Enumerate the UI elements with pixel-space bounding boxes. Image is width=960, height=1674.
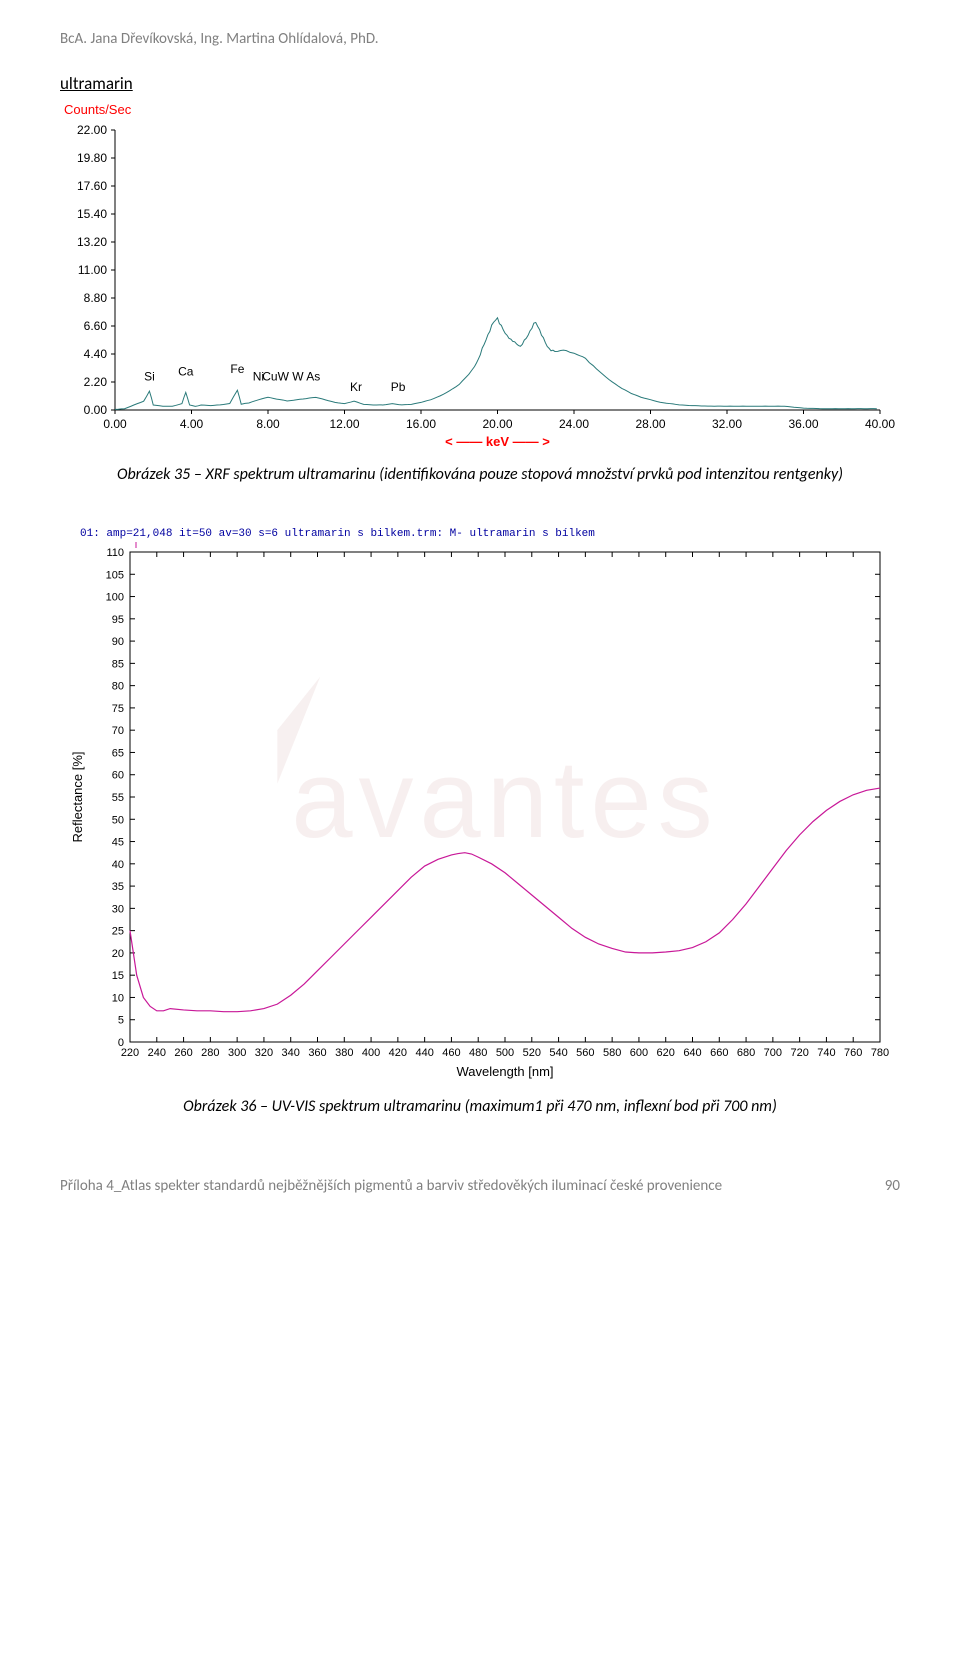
svg-text:300: 300: [228, 1047, 246, 1059]
svg-text:680: 680: [737, 1047, 755, 1059]
svg-text:15: 15: [112, 970, 124, 982]
svg-text:Si: Si: [144, 370, 155, 384]
svg-text:6.60: 6.60: [84, 319, 108, 333]
svg-text:5: 5: [118, 1014, 124, 1026]
section-title-ultramarin: ultramarin: [60, 73, 900, 94]
footer-text: Příloha 4_Atlas spekter standardů nejběž…: [60, 1177, 722, 1197]
svg-text:Cu: Cu: [262, 370, 277, 384]
svg-text:400: 400: [362, 1047, 380, 1059]
svg-text:4.40: 4.40: [84, 347, 108, 361]
page-number: 90: [885, 1177, 900, 1197]
svg-text:13.20: 13.20: [77, 235, 107, 249]
svg-text:620: 620: [657, 1047, 675, 1059]
svg-text:8.80: 8.80: [84, 291, 108, 305]
svg-text:25: 25: [112, 925, 124, 937]
svg-text:360: 360: [308, 1047, 326, 1059]
svg-text:Pb: Pb: [391, 380, 406, 394]
svg-text:0.00: 0.00: [84, 403, 108, 417]
svg-text:4.00: 4.00: [180, 417, 204, 431]
svg-text:0.00: 0.00: [103, 417, 127, 431]
svg-text:55: 55: [112, 792, 124, 804]
svg-text:75: 75: [112, 703, 124, 715]
svg-text:85: 85: [112, 658, 124, 670]
svg-text:22.00: 22.00: [77, 123, 107, 137]
svg-text:2.20: 2.20: [84, 375, 108, 389]
svg-text:12.00: 12.00: [329, 417, 359, 431]
svg-text:540: 540: [549, 1047, 567, 1059]
svg-text:660: 660: [710, 1047, 728, 1059]
svg-text:< —— keV —— >: < —— keV —— >: [445, 434, 550, 449]
svg-text:65: 65: [112, 747, 124, 759]
page-header-authors: BcA. Jana Dřevíkovská, Ing. Martina Ohlí…: [60, 30, 900, 48]
uvvis-chart: 01: amp=21,048 it=50 av=30 s=6 ultramari…: [60, 522, 900, 1092]
svg-text:95: 95: [112, 613, 124, 625]
svg-text:20: 20: [112, 948, 124, 960]
svg-text:30: 30: [112, 903, 124, 915]
svg-text:Fe: Fe: [230, 362, 244, 376]
svg-text:19.80: 19.80: [77, 151, 107, 165]
svg-text:460: 460: [442, 1047, 460, 1059]
svg-text:W: W: [278, 370, 290, 384]
svg-text:35: 35: [112, 881, 124, 893]
svg-text:100: 100: [106, 591, 124, 603]
svg-text:32.00: 32.00: [712, 417, 742, 431]
svg-text:340: 340: [282, 1047, 300, 1059]
svg-text:440: 440: [415, 1047, 433, 1059]
svg-text:80: 80: [112, 680, 124, 692]
svg-text:45: 45: [112, 836, 124, 848]
svg-text:24.00: 24.00: [559, 417, 589, 431]
svg-text:70: 70: [112, 725, 124, 737]
page-footer: Příloha 4_Atlas spekter standardů nejběž…: [60, 1177, 900, 1197]
svg-text:17.60: 17.60: [77, 179, 107, 193]
svg-text:280: 280: [201, 1047, 219, 1059]
svg-text:20.00: 20.00: [482, 417, 512, 431]
svg-text:500: 500: [496, 1047, 514, 1059]
caption-xrf: Obrázek 35 – XRF spektrum ultramarinu (i…: [100, 464, 860, 486]
svg-text:10: 10: [112, 992, 124, 1004]
svg-text:420: 420: [389, 1047, 407, 1059]
svg-text:240: 240: [148, 1047, 166, 1059]
svg-text:16.00: 16.00: [406, 417, 436, 431]
svg-text:90: 90: [112, 636, 124, 648]
svg-text:220: 220: [121, 1047, 139, 1059]
svg-text:avantes: avantes: [291, 738, 718, 861]
svg-text:Wavelength [nm]: Wavelength [nm]: [456, 1064, 553, 1079]
svg-text:320: 320: [255, 1047, 273, 1059]
svg-text:36.00: 36.00: [788, 417, 818, 431]
svg-text:50: 50: [112, 814, 124, 826]
svg-text:105: 105: [106, 569, 124, 581]
svg-text:560: 560: [576, 1047, 594, 1059]
svg-text:520: 520: [523, 1047, 541, 1059]
svg-text:780: 780: [871, 1047, 889, 1059]
svg-text:28.00: 28.00: [635, 417, 665, 431]
svg-text:40.00: 40.00: [865, 417, 895, 431]
svg-text:W As: W As: [292, 370, 320, 384]
svg-text:740: 740: [817, 1047, 835, 1059]
svg-text:480: 480: [469, 1047, 487, 1059]
svg-text:11.00: 11.00: [78, 263, 107, 277]
svg-text:Reflectance [%]: Reflectance [%]: [70, 751, 85, 842]
svg-text:40: 40: [112, 858, 124, 870]
svg-text:60: 60: [112, 769, 124, 781]
svg-text:8.00: 8.00: [256, 417, 280, 431]
svg-text:01: amp=21,048 it=50 av=30: 01: amp=21,048 it=50 av=30 s=6 ultramari…: [80, 528, 595, 540]
svg-text:600: 600: [630, 1047, 648, 1059]
svg-text:760: 760: [844, 1047, 862, 1059]
svg-text:260: 260: [174, 1047, 192, 1059]
svg-text:110: 110: [106, 547, 124, 559]
caption-uvvis: Obrázek 36 – UV-VIS spektrum ultramarinu…: [100, 1096, 860, 1118]
svg-text:640: 640: [683, 1047, 701, 1059]
svg-text:15.40: 15.40: [77, 207, 107, 221]
svg-text:580: 580: [603, 1047, 621, 1059]
svg-text:Counts/Sec: Counts/Sec: [64, 102, 132, 117]
svg-text:720: 720: [790, 1047, 808, 1059]
svg-text:380: 380: [335, 1047, 353, 1059]
svg-text:700: 700: [764, 1047, 782, 1059]
svg-text:Kr: Kr: [350, 380, 362, 394]
xrf-chart: Counts/Sec 0.00 2.20 4.40 6.60 8.80 11.00 13.20…: [60, 100, 900, 460]
svg-text:Ca: Ca: [178, 365, 194, 379]
